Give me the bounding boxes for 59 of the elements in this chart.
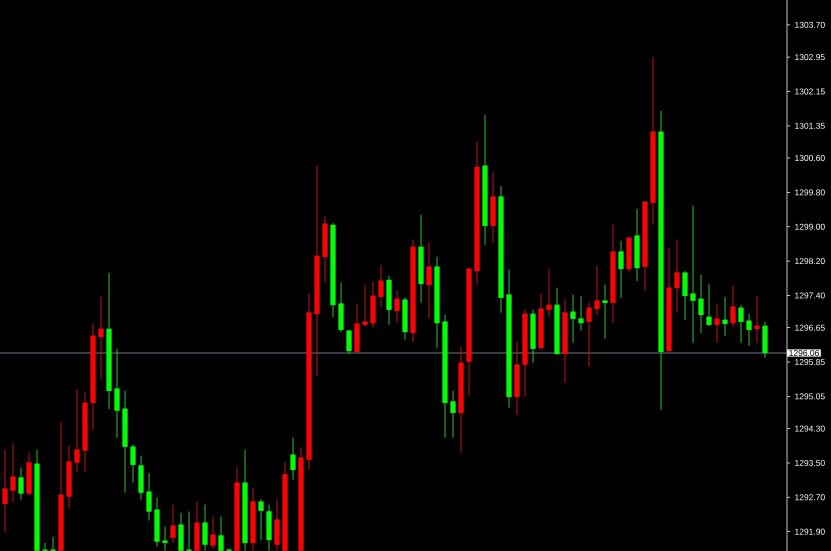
y-tick-label: 1298.20 <box>795 258 825 264</box>
y-tick-label: 1299.00 <box>795 224 825 230</box>
y-tick-label: 1296.65 <box>795 324 825 331</box>
candlestick <box>426 242 432 320</box>
y-tick-label: 1292.70 <box>795 494 825 500</box>
candlestick <box>2 449 8 532</box>
candlestick <box>50 536 56 551</box>
candlestick <box>714 303 720 344</box>
candlestick <box>186 511 192 551</box>
candlestick <box>706 283 712 326</box>
candlestick <box>594 265 600 316</box>
candlestick <box>722 296 728 336</box>
candlestick <box>746 314 752 346</box>
candlestick <box>674 239 680 314</box>
candlestick <box>578 296 584 332</box>
candlestick <box>210 516 216 549</box>
candlestick <box>98 296 104 380</box>
y-tick-label: 1301.35 <box>795 122 825 129</box>
candlestick <box>42 542 48 551</box>
candlestick <box>10 443 16 503</box>
y-tick-label: 1299.80 <box>795 189 825 196</box>
candlestick <box>738 304 744 344</box>
candlestick <box>18 467 24 500</box>
y-tick-label: 1294.30 <box>795 426 825 432</box>
y-tick-label: 1291.90 <box>795 528 825 535</box>
candlestick <box>346 329 352 354</box>
candlestick <box>378 264 384 307</box>
candlestick <box>170 504 176 544</box>
candlestick <box>546 268 552 318</box>
candlestick <box>114 348 120 438</box>
candlestick <box>690 205 696 344</box>
candlestick <box>586 302 592 368</box>
candlestick <box>290 437 296 480</box>
y-tick-label: 1295.05 <box>795 393 825 400</box>
candlestick <box>450 390 456 438</box>
candlestick <box>362 284 368 328</box>
candlestick <box>754 296 760 344</box>
candlestick <box>394 290 400 324</box>
candlestick <box>698 274 704 334</box>
candlestick <box>570 294 576 344</box>
y-tick-label: 1302.15 <box>795 88 825 94</box>
candlestick <box>74 389 80 472</box>
y-tick-label: 1303.70 <box>795 22 825 28</box>
ref-line-label: 1296.06 <box>789 350 819 356</box>
candlestick <box>618 240 624 298</box>
candlestick <box>218 516 224 551</box>
y-tick-label: 1300.60 <box>795 155 825 162</box>
y-tick-label: 1293.50 <box>795 460 825 466</box>
candlestick <box>202 504 208 551</box>
candlestick <box>602 284 608 340</box>
candlestick <box>130 444 136 484</box>
candlestick <box>162 526 168 551</box>
y-tick-label: 1295.85 <box>795 359 825 366</box>
candlestick <box>730 285 736 328</box>
y-tick-label: 1297.40 <box>795 292 825 298</box>
candlestick <box>682 270 688 320</box>
y-tick-label: 1302.95 <box>795 54 825 60</box>
candlestick <box>146 472 152 521</box>
candlestick <box>258 499 264 540</box>
